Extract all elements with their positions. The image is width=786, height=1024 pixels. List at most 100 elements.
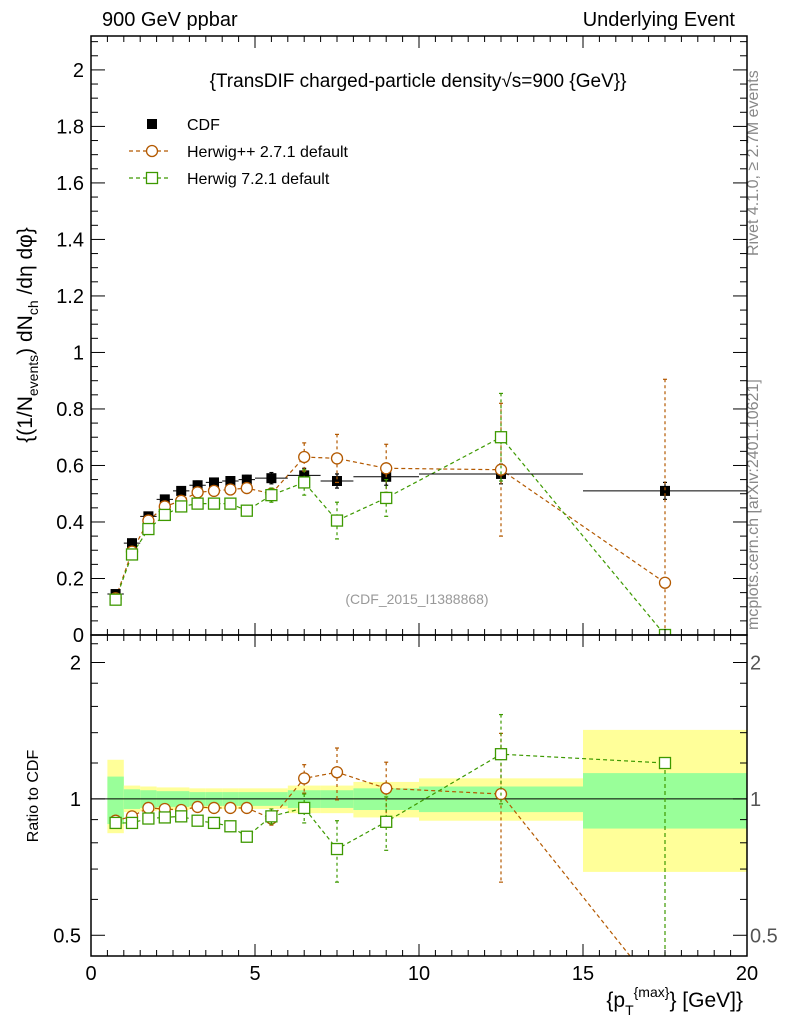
main-ytick-label: 1.4: [56, 229, 84, 251]
main-point-cdf: [159, 494, 170, 505]
labels-layer: 00.20.40.60.811.21.41.61.820.5 0.51 12 20 5 1…: [14, 60, 778, 1018]
ratio-ytick-label: 1: [70, 789, 81, 811]
main-point-cdf: [266, 473, 277, 484]
main-ylabel: {(1/Nevents) dNch /dη dφ}: [14, 227, 41, 443]
ratio-point-herwigpp: [191, 800, 204, 814]
ratio-point-herwigpp: [330, 766, 344, 779]
main-point-herwig7: [142, 522, 155, 536]
main-point-cdf: [176, 485, 187, 496]
main-point-herwig7: [125, 548, 139, 561]
ratio-point-herwigpp: [298, 772, 311, 785]
ratio-point-herwig7: [380, 815, 393, 828]
main-point-herwigpp: [298, 450, 311, 464]
ratio-point-herwigpp: [224, 801, 237, 815]
legend-marker-1: [145, 144, 159, 158]
ratio-point-herwig7: [125, 816, 139, 830]
ratio-point-herwig7: [175, 810, 188, 823]
ratio-point-herwigpp: [240, 801, 253, 815]
main-point-herwigpp: [191, 486, 204, 499]
legend-marker-0: [147, 119, 157, 129]
main-ytick-label: 0.2: [56, 568, 84, 590]
ratio-point-herwig7: [142, 812, 155, 825]
main-point-herwig7: [494, 431, 508, 444]
main-point-herwig7: [207, 497, 221, 510]
main-ytick-label: 1.8: [56, 116, 84, 138]
main-point-herwigpp: [240, 481, 253, 495]
ratio-point-herwig7: [265, 810, 278, 823]
ratio-point-herwigpp: [380, 782, 393, 795]
legend-label-1: Herwig++ 2.7.1 default: [187, 144, 349, 161]
ratio-point-herwig7: [158, 811, 171, 824]
watermark: (CDF_2015_I1388868): [345, 591, 488, 607]
ratio-point-herwig7: [658, 756, 672, 770]
main-ytick-label: 0.4: [56, 512, 84, 534]
xtick-label: 10: [408, 963, 430, 985]
ratio-point-herwig7: [494, 748, 508, 761]
main-ytick-label: 0: [73, 625, 84, 647]
main-point-herwig7: [191, 497, 204, 510]
main-point-cdf: [225, 476, 236, 487]
xtick-label: 15: [572, 963, 594, 985]
ratio-point-herwig7: [240, 830, 253, 843]
main-point-herwigpp: [330, 452, 344, 465]
legend-marker-2: [145, 171, 159, 185]
main-point-herwig7: [330, 514, 344, 527]
main-ytick-label: 1.2: [56, 286, 84, 308]
ratio-point-herwig7: [330, 842, 344, 856]
ratio-point-herwig7: [298, 801, 311, 815]
main-point-herwigpp: [494, 463, 508, 476]
ratio-ytick-label: 2: [70, 652, 81, 674]
main-point-herwig7: [380, 491, 393, 505]
ratio-band-inner: [107, 776, 124, 825]
main-point-herwig7: [175, 500, 188, 513]
ratio-line-herwigpp: [115, 771, 631, 956]
main-point-cdf: [127, 538, 137, 549]
main-point-herwig7: [265, 488, 278, 502]
main-point-cdf: [192, 480, 203, 491]
main-point-herwig7: [158, 508, 171, 522]
main-point-herwig7: [298, 476, 311, 489]
xlabel: {pT{max}} [GeV]}: [606, 984, 743, 1018]
main-point-herwig7: [109, 593, 122, 606]
main-ytick-label: 1.6: [56, 173, 84, 195]
main-ytick-label: 2: [73, 60, 84, 82]
ratio-band-layer: [107, 729, 747, 872]
main-point-cdf: [299, 470, 310, 481]
ratio-series-group: [109, 713, 672, 956]
series-layer: [107, 378, 747, 956]
xtick-label: 5: [249, 963, 260, 985]
ratio-point-herwig7: [224, 820, 237, 833]
main-ytick-label: 0.8: [56, 399, 84, 421]
header-left: 900 GeV ppbar: [102, 9, 238, 31]
main-point-herwig7: [240, 504, 253, 517]
ratio-ytick-label: 0.5: [53, 925, 81, 947]
ratio-point-herwigpp: [207, 801, 221, 815]
ratio-ylabel: Ratio to CDF: [25, 750, 42, 843]
legend-layer: CDF Herwig++ 2.7.1 default Herwig 7.2.1 de…: [129, 117, 349, 188]
ratio-point-herwigpp: [142, 801, 155, 815]
main-point-herwigpp: [224, 483, 237, 496]
main-point-cdf: [332, 476, 342, 487]
main-point-herwigpp: [658, 576, 672, 589]
legend-label-0: CDF: [187, 117, 220, 134]
ratio-ytick-label-right: 0.5: [750, 925, 778, 947]
xtick-label: 20: [736, 963, 758, 985]
ratio-ytick-label-right: 1: [750, 789, 761, 811]
main-ytick-label: 0.6: [56, 455, 84, 477]
main-point-herwigpp: [380, 462, 393, 475]
main-point-herwigpp: [207, 484, 221, 498]
ratio-point-herwig7: [191, 814, 204, 827]
main-point-cdf: [660, 485, 670, 496]
ratio-ytick-label-right: 2: [750, 652, 761, 674]
header-right: Underlying Event: [582, 9, 735, 31]
main-point-cdf: [209, 477, 219, 488]
ticks-layer: [90, 36, 748, 956]
ratio-point-herwig7: [109, 816, 122, 830]
main-series-group: [107, 378, 747, 635]
ratio-point-herwig7: [207, 816, 221, 830]
xtick-label: 0: [85, 963, 96, 985]
main-ytick-label: 1: [73, 342, 84, 364]
main-title: {TransDIF charged-particle density√s=900…: [210, 71, 627, 92]
legend-label-2: Herwig 7.2.1 default: [187, 171, 330, 188]
